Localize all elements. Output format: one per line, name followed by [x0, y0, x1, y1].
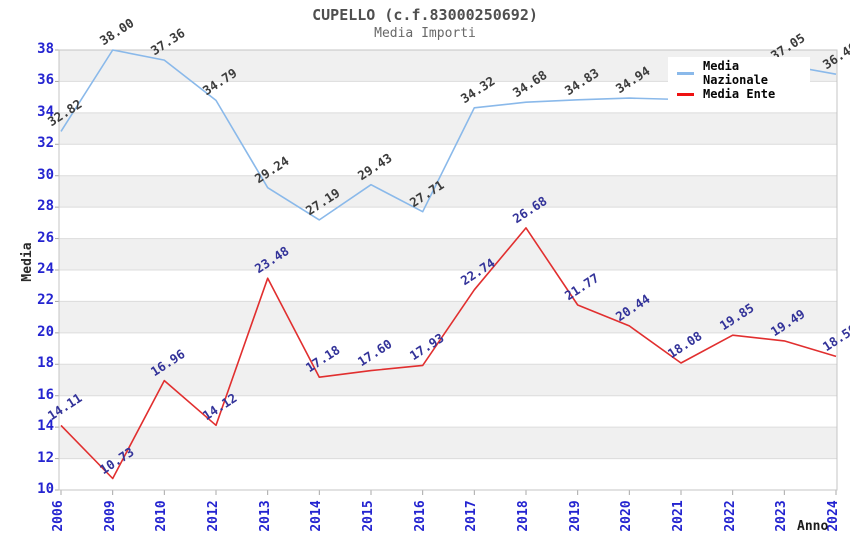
y-tick-label: 26 [37, 229, 54, 246]
y-tick-label: 18 [37, 355, 54, 372]
x-tick-label: 2017 [464, 500, 480, 532]
chart-title: CUPELLO (c.f.83000250692) [312, 6, 538, 24]
x-tick-label: 2022 [722, 500, 738, 532]
plot-band [59, 238, 837, 270]
y-tick-label: 24 [37, 261, 54, 277]
plot-band [59, 458, 837, 490]
media-ente-line [60, 227, 837, 480]
y-tick-label: 10 [37, 481, 54, 497]
x-tick-label: 2012 [206, 500, 221, 532]
y-tick-label: 34 [37, 103, 54, 120]
x-axis-title: Anno [797, 519, 829, 534]
plot-band [59, 427, 837, 459]
plot-band [59, 395, 837, 428]
legend-item-media-ente: Media Ente [677, 87, 810, 101]
legend: Media Nazionale Media Ente [668, 57, 810, 101]
y-tick-label: 20 [37, 323, 54, 340]
x-tick-label: 2020 [619, 500, 635, 532]
legend-label: Media Ente [703, 87, 776, 101]
plot-band [59, 175, 837, 208]
legend-label: Media Nazionale [703, 59, 769, 87]
plot-border [58, 49, 838, 491]
y-tick-label: 14 [37, 418, 54, 435]
x-tick-label: 2010 [154, 500, 170, 532]
y-tick-label: 36 [37, 72, 54, 89]
x-tick-label: 2023 [774, 500, 790, 532]
chart-subtitle: Media Importi [374, 26, 476, 41]
x-tick-label: 2016 [412, 500, 428, 532]
x-tick-label: 2018 [516, 500, 531, 532]
y-tick-label: 16 [37, 386, 54, 403]
x-tick-label: 2019 [567, 500, 583, 532]
media-nazionale-line-swatch [677, 71, 694, 75]
y-axis-title: Media [20, 242, 35, 282]
y-tick-label: 32 [37, 135, 54, 152]
x-tick-label: 2021 [671, 500, 686, 532]
y-tick-label: 12 [37, 449, 54, 466]
plot-band [59, 112, 837, 145]
media-ente-line-swatch [677, 92, 694, 96]
legend-item-media-nazionale: Media Nazionale [677, 59, 810, 87]
y-tick-label: 30 [37, 166, 54, 183]
plot-band [59, 364, 837, 396]
x-tick-label: 2014 [309, 500, 325, 532]
x-tick-label: 2015 [361, 500, 376, 532]
y-tick-label: 28 [37, 198, 54, 215]
x-tick-label: 2006 [51, 500, 66, 532]
y-tick-label: 22 [37, 292, 54, 309]
y-tick-label: 38 [37, 41, 54, 57]
plot-band [59, 207, 837, 239]
x-tick-label: 2009 [102, 500, 118, 532]
plot-band [59, 270, 837, 302]
x-tick-label: 2013 [257, 500, 273, 532]
